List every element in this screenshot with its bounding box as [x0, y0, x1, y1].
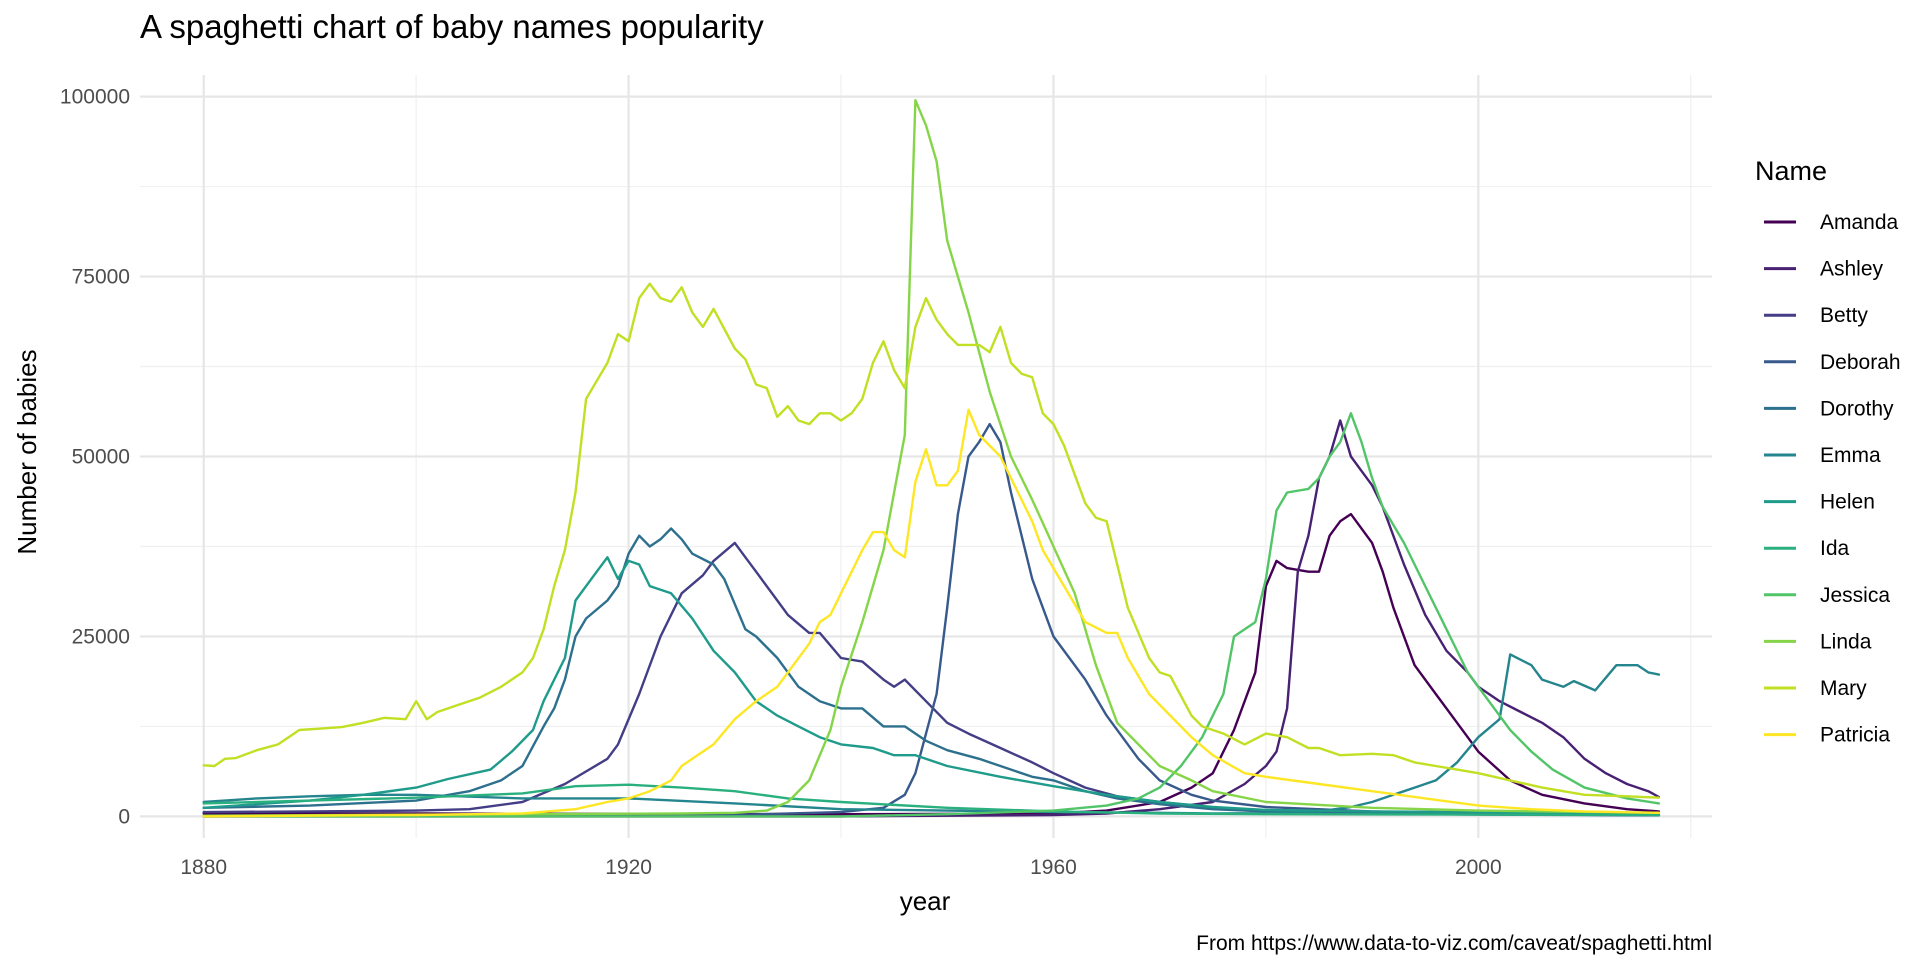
legend-title: Name: [1755, 156, 1827, 186]
series-line-dorothy: [202, 527, 1661, 817]
x-tick-label: 1880: [180, 856, 227, 879]
y-axis-title: Number of babies: [12, 349, 42, 554]
chart-caption: From https://www.data-to-viz.com/caveat/…: [1196, 932, 1712, 955]
y-tick-label: 100000: [60, 86, 130, 109]
y-tick-label: 25000: [72, 625, 130, 648]
series-line-helen: [202, 556, 1661, 814]
legend-label-jessica: Jessica: [1820, 584, 1890, 607]
legend-label-ashley: Ashley: [1820, 258, 1884, 281]
series-line-amanda: [202, 512, 1661, 816]
x-tick-label: 2000: [1455, 856, 1502, 879]
series-line-deborah: [202, 422, 1661, 818]
series-line-betty: [202, 541, 1661, 816]
legend-label-mary: Mary: [1820, 677, 1867, 700]
series-line-mary: [202, 282, 1661, 799]
legend-label-betty: Betty: [1820, 304, 1868, 327]
series-line-jessica: [202, 412, 1661, 818]
x-axis-ticks: 1880 1920 1960 2000: [180, 856, 1501, 879]
series-lines: [202, 99, 1661, 818]
legend: Amanda Ashley Betty Deborah Dorothy Emma Helen…: [1764, 211, 1901, 747]
chart-title: A spaghetti chart of baby names populari…: [140, 8, 764, 45]
x-axis-title: year: [900, 886, 951, 916]
y-tick-label: 0: [118, 805, 130, 828]
series-line-emma: [202, 653, 1661, 815]
legend-label-amanda: Amanda: [1820, 211, 1899, 234]
series-line-patricia: [202, 408, 1661, 818]
x-tick-label: 1920: [605, 856, 652, 879]
series-line-ida: [202, 783, 1661, 817]
legend-label-helen: Helen: [1820, 491, 1875, 514]
legend-label-linda: Linda: [1820, 630, 1872, 653]
legend-label-patricia: Patricia: [1820, 724, 1890, 747]
series-line-ashley: [202, 419, 1661, 818]
y-tick-label: 75000: [72, 266, 130, 289]
grid-lines: [140, 75, 1712, 838]
legend-label-ida: Ida: [1820, 537, 1850, 560]
y-tick-label: 50000: [72, 446, 130, 469]
y-axis-ticks: 0 25000 50000 75000 100000: [60, 86, 130, 829]
legend-label-dorothy: Dorothy: [1820, 397, 1894, 420]
legend-label-emma: Emma: [1820, 444, 1881, 467]
x-tick-label: 1960: [1030, 856, 1077, 879]
series-line-linda: [202, 99, 1661, 817]
legend-label-deborah: Deborah: [1820, 351, 1901, 374]
